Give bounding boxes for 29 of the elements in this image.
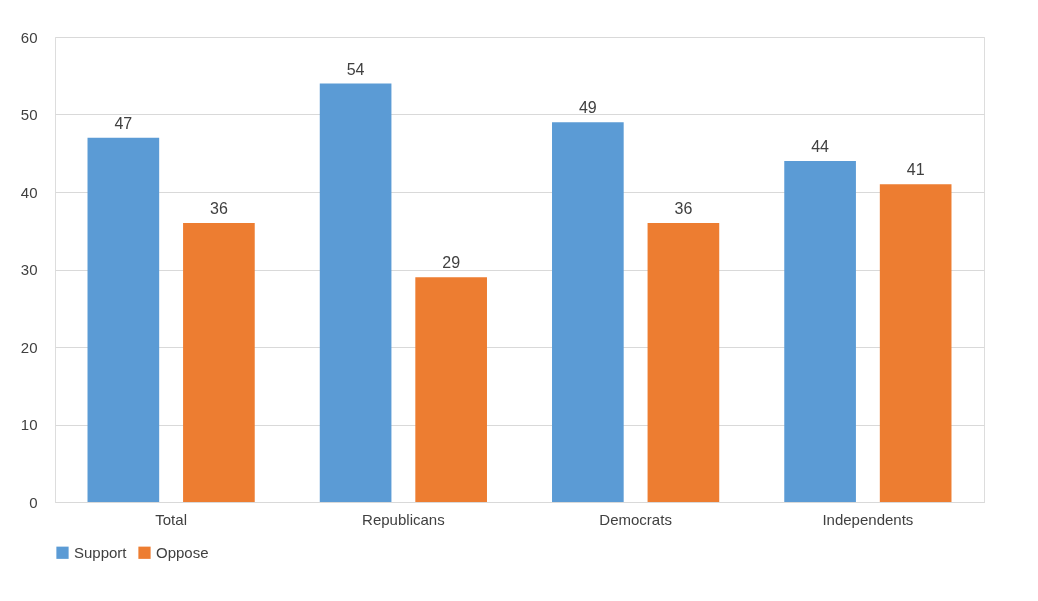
data-label: 44 xyxy=(811,138,830,155)
bar xyxy=(784,161,856,502)
y-tick-label: 20 xyxy=(20,338,38,356)
bar xyxy=(647,223,720,502)
x-tick-label: Republicans xyxy=(362,510,445,528)
y-tick-label: 0 xyxy=(29,493,38,511)
legend-label: Support xyxy=(74,543,128,561)
data-label: 36 xyxy=(210,200,228,217)
y-tick-label: 10 xyxy=(20,416,38,433)
y-tick-label: 60 xyxy=(20,28,38,46)
data-label: 36 xyxy=(674,200,693,217)
data-label: 41 xyxy=(906,161,925,179)
bar xyxy=(415,277,487,502)
data-label: 29 xyxy=(442,254,461,272)
bar xyxy=(87,137,160,502)
bar xyxy=(879,184,952,502)
data-label: 47 xyxy=(114,114,133,132)
x-tick-label: Democrats xyxy=(599,510,672,528)
data-label: 54 xyxy=(346,60,365,78)
bar xyxy=(183,223,255,502)
x-tick-label: Independents xyxy=(822,510,914,528)
bar xyxy=(319,83,392,502)
x-tick-label: Total xyxy=(155,510,187,528)
legend-label: Oppose xyxy=(156,543,209,561)
bar xyxy=(552,122,624,502)
data-label: 49 xyxy=(578,99,597,117)
y-tick-label: 30 xyxy=(20,261,38,278)
y-tick-label: 40 xyxy=(20,183,38,201)
y-tick-label: 50 xyxy=(20,106,38,123)
